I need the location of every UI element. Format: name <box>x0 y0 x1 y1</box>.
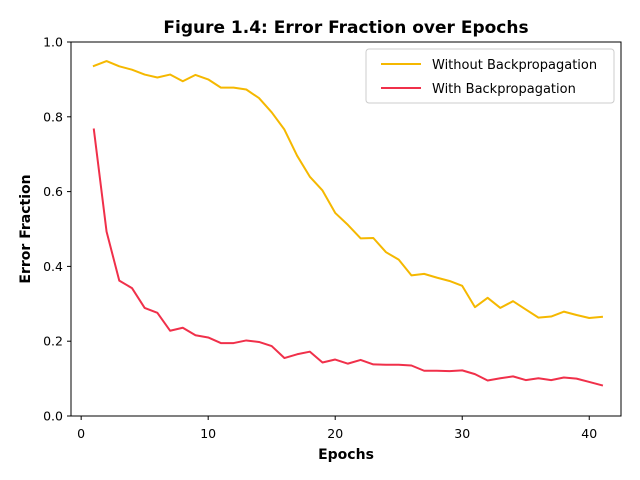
x-tick-label: 30 <box>454 426 470 441</box>
series-line-with-backpropagation <box>92 128 604 387</box>
x-tick-label: 0 <box>77 426 85 441</box>
x-axis-ticks: 0 10 20 30 40 <box>77 416 597 441</box>
legend-label-without-backpropagation: Without Backpropagation <box>432 58 597 73</box>
y-tick-label: 0.0 <box>43 409 63 424</box>
x-tick-label: 20 <box>327 426 343 441</box>
series-layer <box>92 60 604 387</box>
y-tick-label: 0.8 <box>43 109 63 124</box>
y-tick-label: 0.4 <box>43 259 63 274</box>
plot-frame <box>70 41 622 417</box>
y-axis-ticks: 0.0 0.2 0.4 0.6 0.8 1.0 <box>43 35 71 424</box>
y-tick-label: 1.0 <box>43 35 63 50</box>
y-axis-label: Error Fraction <box>18 174 34 283</box>
legend-box <box>365 48 615 104</box>
chart-title: Figure 1.4: Error Fraction over Epochs <box>163 18 528 38</box>
x-tick-label: 40 <box>581 426 597 441</box>
legend: Without Backpropagation With Backpropaga… <box>365 48 615 104</box>
y-tick-label: 0.2 <box>43 334 63 349</box>
series-line-without-backpropagation <box>92 60 604 320</box>
x-axis-label: Epochs <box>318 447 374 463</box>
legend-label-with-backpropagation: With Backpropagation <box>432 82 576 97</box>
x-tick-label: 10 <box>200 426 216 441</box>
y-tick-label: 0.6 <box>43 184 63 199</box>
